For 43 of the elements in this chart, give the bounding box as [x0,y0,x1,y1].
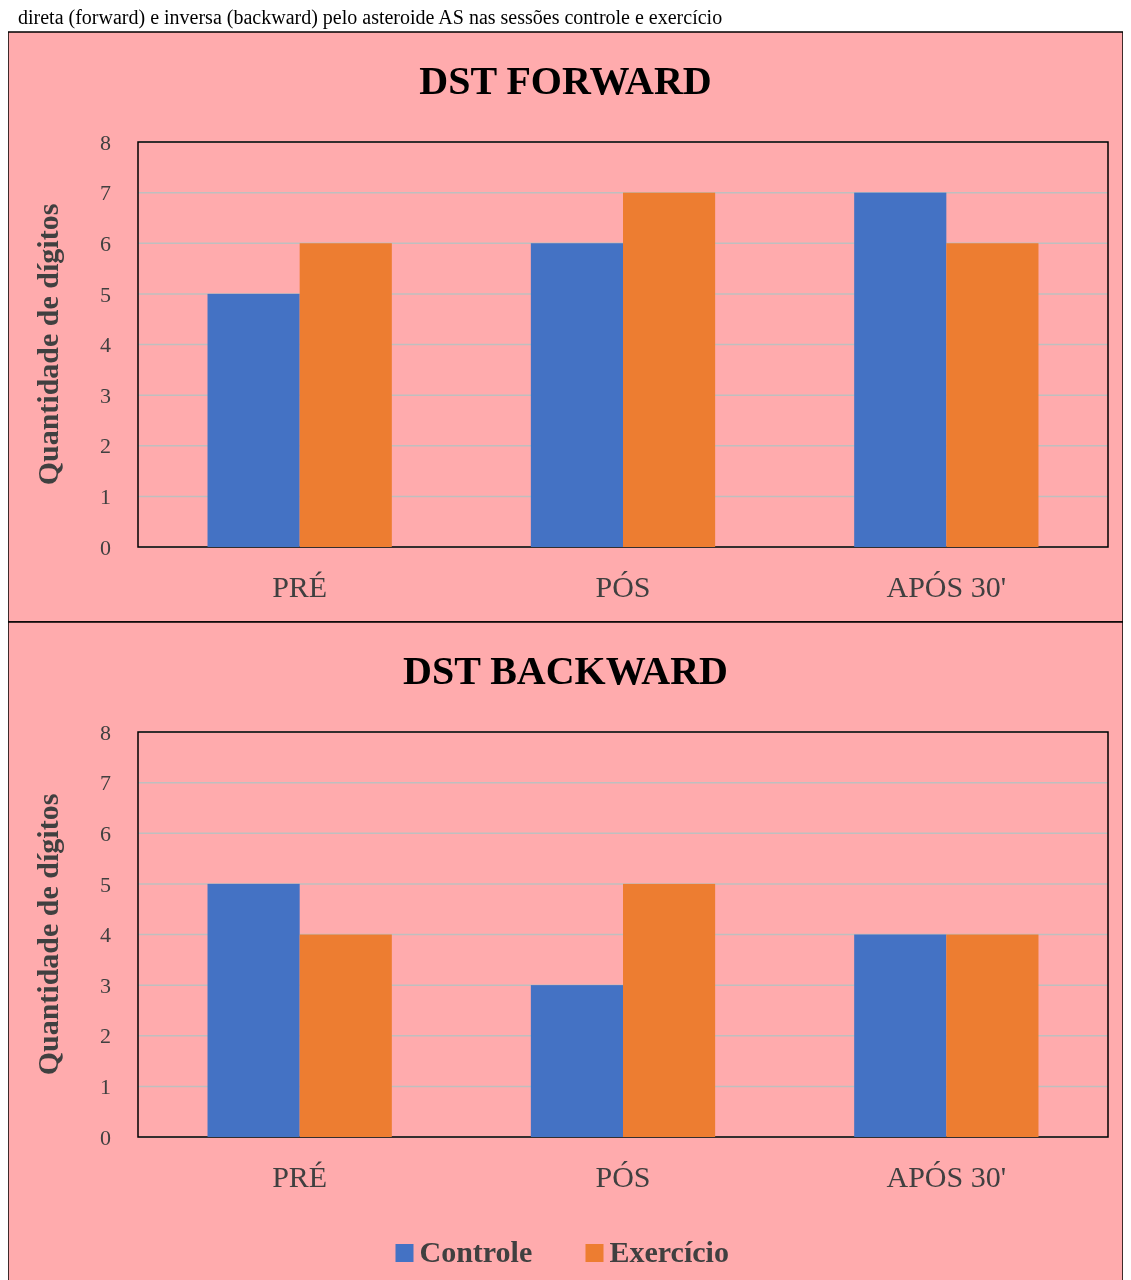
x-tick-label: PRÉ [272,1160,328,1193]
y-tick-label: 6 [100,820,111,846]
text: direta (forward) e inversa (backward) pelo asteroide AS nas sessões controle e exercício [18,6,723,29]
y-tick-label: 8 [100,129,111,155]
x-tick-label: APÓS 30' [886,570,1007,603]
legend-label: Controle [419,1235,533,1268]
y-tick-label: 8 [100,719,111,745]
chart-title: DST BACKWARD [403,648,728,693]
bar [946,243,1039,547]
bar [530,243,623,547]
y-axis-title: Quantidade de dígitos [31,793,64,1076]
y-tick-label: 0 [100,534,111,560]
x-tick-label: PÓS [595,1160,651,1193]
x-tick-label: PRÉ [272,570,328,603]
y-tick-label: 3 [100,972,111,998]
y-tick-label: 4 [100,332,111,358]
bar [299,243,392,547]
y-tick-label: 6 [100,230,111,256]
bar [299,934,392,1137]
bar [207,293,300,547]
y-tick-label: 5 [100,871,111,897]
bar [854,192,947,547]
bar [946,934,1039,1137]
bar [854,934,947,1137]
y-tick-label: 7 [100,180,111,206]
y-tick-label: 2 [100,433,111,459]
bar [530,985,623,1137]
y-tick-label: 1 [100,484,111,510]
bar [623,883,716,1137]
y-tick-label: 7 [100,770,111,796]
x-tick-label: PÓS [595,570,651,603]
x-tick-label: APÓS 30' [886,1160,1007,1193]
bar [623,192,716,547]
y-tick-label: 3 [100,382,111,408]
chart-title: DST FORWARD [419,58,712,103]
y-tick-label: 4 [100,922,111,948]
y-axis-title: Quantidade de dígitos [31,203,64,486]
y-tick-label: 0 [100,1124,111,1150]
y-tick-label: 1 [100,1074,111,1100]
y-tick-label: 2 [100,1023,111,1049]
bar [207,883,300,1137]
y-tick-label: 5 [100,281,111,307]
legend-label: Exercício [609,1235,729,1268]
